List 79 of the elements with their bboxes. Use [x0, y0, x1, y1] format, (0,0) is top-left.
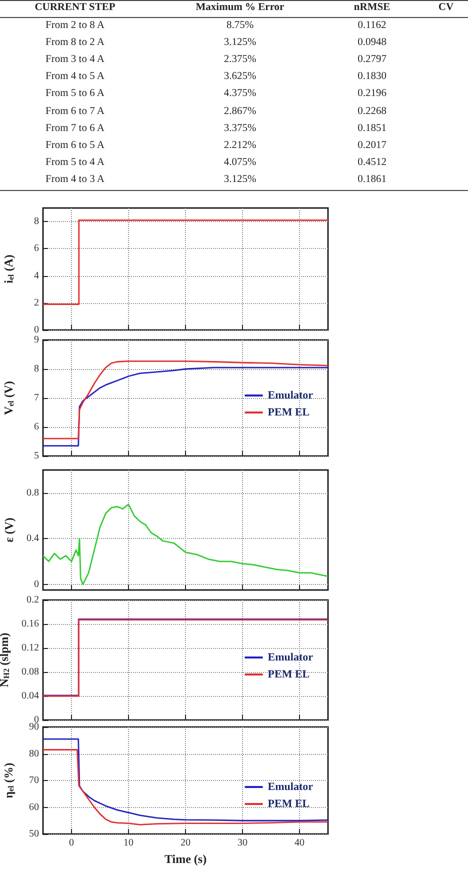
data-label: 2.867%	[224, 106, 256, 116]
data-label: 3.375%	[224, 122, 256, 134]
data-label: 0.4512	[358, 156, 386, 168]
y-tick-label: 0.8	[26, 487, 39, 498]
y-axis-title: ηel (%)	[2, 762, 16, 798]
y-axis-title: iel (A)	[2, 254, 16, 284]
data-label: 3.625%	[224, 71, 256, 82]
data-label: 2.375%	[224, 54, 256, 66]
category-label: From 3 to 4 A	[46, 54, 104, 66]
y-tick-label: 0.12	[22, 642, 39, 654]
data-label: 3.125%	[224, 37, 256, 48]
data-label: 4.075%	[224, 156, 256, 168]
y-tick-label: 0.08	[22, 666, 39, 678]
legend-label: PEM EL	[268, 406, 310, 418]
y-tick-label: 60	[29, 802, 39, 813]
legend-label: PEM EL	[268, 668, 310, 680]
data-label: 0.2017	[358, 140, 386, 151]
data-label: 0.2196	[358, 88, 386, 100]
category-label: From 4 to 3 A	[46, 174, 104, 185]
data-label: 8.75%	[226, 20, 254, 31]
category-label: From 8 to 2 A	[46, 37, 104, 48]
data-label: 2.212%	[224, 140, 256, 151]
category-label: From 7 to 6 A	[46, 122, 104, 134]
data-label: 0.1851	[358, 122, 386, 134]
y-tick-label: 90	[29, 722, 39, 732]
line-series	[42, 360, 329, 440]
y-tick-label: 0.2	[26, 594, 39, 606]
y-tick-label: 0.4	[26, 533, 39, 544]
line-series	[42, 749, 329, 826]
y-axis-title: ε (V)	[2, 518, 16, 542]
y-tick-label: 9	[34, 334, 39, 346]
data-label: 0.1830	[358, 71, 386, 82]
data-label: 4.375%	[224, 88, 256, 100]
x-tick-label: 0	[69, 838, 74, 848]
x-tick-label: 30	[238, 838, 248, 848]
y-tick-label: 8	[34, 364, 39, 374]
y-tick-label: 2	[34, 297, 39, 308]
text: nRMSE	[354, 2, 390, 13]
y-tick-label: 0.04	[22, 690, 39, 702]
y-tick-label: 50	[29, 828, 39, 840]
legend-label: Emulator	[268, 781, 314, 793]
data-label: 0.0948	[358, 37, 386, 48]
y-tick-label: 6	[34, 243, 39, 254]
x-tick-label: 10	[124, 838, 134, 848]
y-tick-label: 80	[29, 748, 39, 760]
category-label: From 2 to 8 A	[46, 20, 104, 31]
y-axis-title: NH2 (slpm)	[0, 632, 12, 688]
text: Maximum % Error	[196, 2, 284, 13]
y-tick-label: 7	[34, 392, 39, 404]
data-label: 3.125%	[224, 174, 256, 185]
y-tick-label: 5	[34, 450, 39, 462]
category-label: From 6 to 5 A	[46, 140, 104, 151]
data-label: 0.1861	[358, 174, 386, 185]
x-tick-label: 20	[180, 838, 190, 848]
y-tick-label: 70	[29, 775, 39, 786]
category-label: From 4 to 5 A	[46, 71, 104, 82]
legend-label: PEM EL	[268, 798, 310, 810]
category-label: From 5 to 6 A	[46, 88, 104, 100]
y-tick-label: 0	[34, 324, 39, 336]
y-tick-label: 6	[34, 422, 39, 432]
y-tick-label: 8	[34, 216, 39, 228]
y-tick-label: 4	[34, 270, 39, 282]
y-axis-title: Vel (V)	[2, 380, 16, 416]
category-label: From 5 to 4 A	[46, 156, 104, 168]
legend-label: Emulator	[268, 652, 314, 664]
data-label: 0.2797	[358, 54, 386, 66]
x-tick-label: 40	[294, 838, 304, 848]
x-axis-title: Time (s)	[164, 852, 207, 866]
y-tick-label: 0	[34, 578, 39, 590]
text: CURRENT STEP	[34, 2, 116, 13]
line-series	[42, 504, 329, 585]
data-label: 0.1162	[358, 20, 386, 31]
line-series	[42, 738, 329, 822]
line-series	[42, 366, 329, 447]
y-tick-label: 0.16	[22, 618, 39, 630]
legend-label: Emulator	[268, 390, 314, 402]
data-label: 0.2268	[358, 106, 386, 116]
text: CV	[438, 2, 454, 13]
category-label: From 6 to 7 A	[46, 106, 104, 116]
